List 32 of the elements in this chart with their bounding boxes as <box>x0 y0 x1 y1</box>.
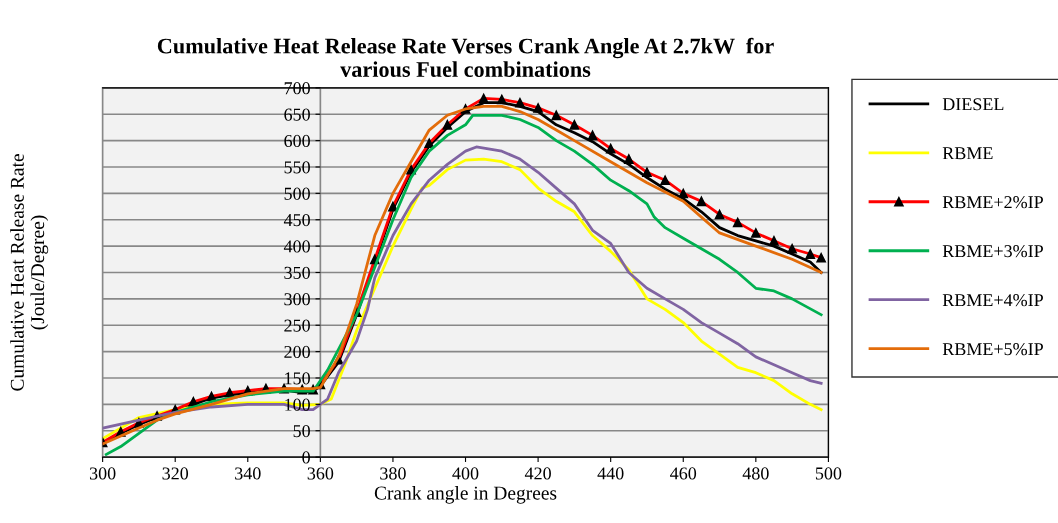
legend-label: RBME <box>942 147 993 160</box>
x-tick-label: 320 <box>162 467 189 480</box>
y-tick-label: 150 <box>285 372 310 385</box>
x-tick-label: 400 <box>452 467 479 480</box>
legend-label: RBME+5%IP <box>942 343 1043 356</box>
y-tick-label: 500 <box>284 187 310 200</box>
x-tick-label: 460 <box>670 467 697 480</box>
y-tick-label: 200 <box>284 345 310 359</box>
y-tick-label: 450 <box>283 213 310 227</box>
x-tick-label: 420 <box>524 467 551 480</box>
y-axis-title: Cumulative Heat Release Rate (Joule/Degree) <box>10 154 49 391</box>
x-axis-title: Crank angle in Degrees <box>374 485 557 504</box>
y-tick-label: 50 <box>293 424 310 438</box>
x-tick-label: 480 <box>742 467 769 480</box>
x-tick-label: 340 <box>235 467 261 480</box>
legend-label: DIESEL <box>942 98 1004 111</box>
chart-title: Cumulative Heat Release Rate Verses Crank Angle At 2.7kW for various Fuel combinations <box>157 37 774 78</box>
y-tick-label: 300 <box>284 293 310 306</box>
y-tick-label: 400 <box>283 240 310 253</box>
x-tick-label: 500 <box>815 467 842 480</box>
x-tick-label: 440 <box>597 467 624 480</box>
y-tick-label: 250 <box>284 319 310 332</box>
y-tick-label: 600 <box>284 134 310 148</box>
y-tick-label: 350 <box>284 266 310 279</box>
legend-label: RBME+3%IP <box>942 245 1043 258</box>
y-tick-label: 650 <box>284 108 310 121</box>
x-tick-label: 380 <box>380 467 406 480</box>
legend-label: RBME+4%IP <box>942 294 1043 307</box>
x-tick-label: 300 <box>89 467 116 480</box>
y-tick-label: 550 <box>284 161 310 174</box>
x-tick-label: 360 <box>307 467 334 480</box>
legend-label: RBME+2%IP <box>942 196 1043 209</box>
